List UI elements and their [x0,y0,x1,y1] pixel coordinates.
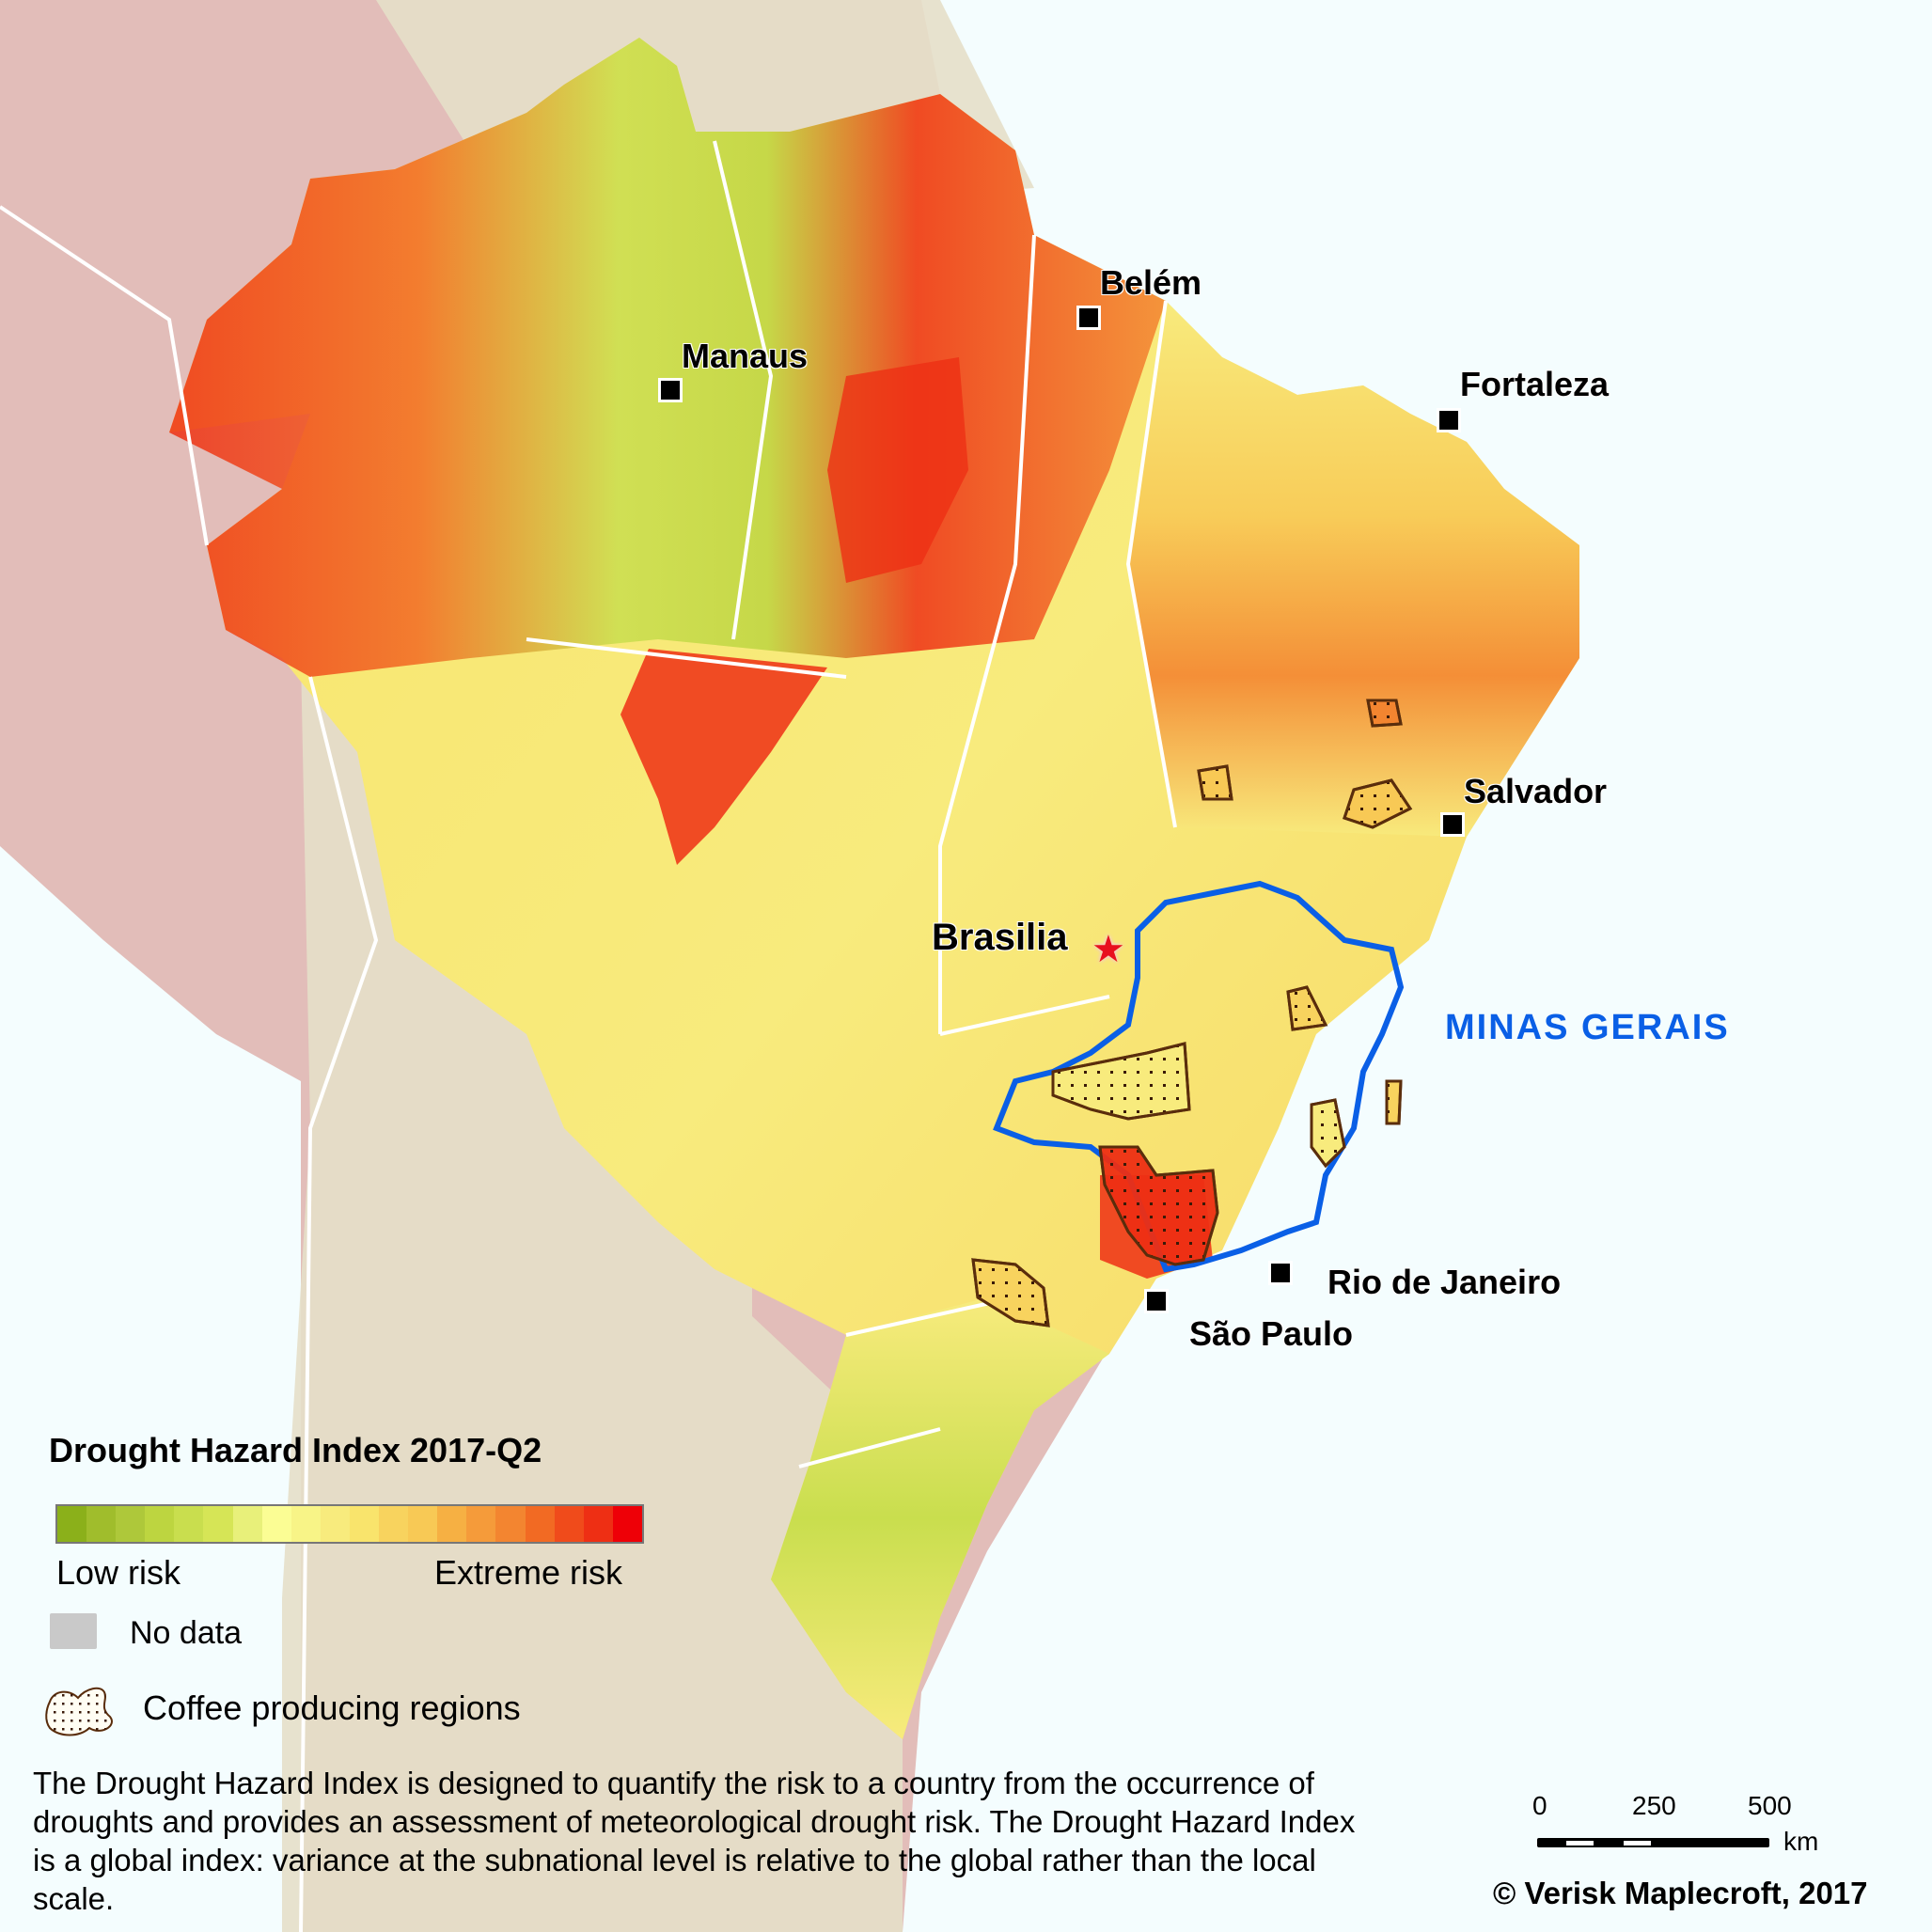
legend-swatch [437,1506,467,1542]
legend-swatch [232,1506,262,1542]
scale-tick-0: 0 [1532,1791,1547,1820]
minas-gerais-outline [993,880,1405,1273]
legend-swatch [379,1506,409,1542]
legend-no-data-label: No data [130,1615,243,1651]
legend-swatch [291,1506,321,1542]
legend-swatch [57,1506,87,1542]
hotspot-para [827,357,968,583]
coffee-region-icon [45,1687,113,1736]
city-label-fortaleza: Fortaleza [1460,365,1610,403]
city-label-salvador: Salvador [1464,772,1608,810]
city-marker-belem[interactable] [1076,306,1101,330]
legend-swatch [554,1506,584,1542]
city-label-rio-de-janeiro: Rio de Janeiro [1327,1263,1562,1301]
legend-swatch [174,1506,204,1542]
city-marker-fortaleza[interactable] [1437,408,1461,432]
capital-label-brasilia: Brasilia [932,917,1068,958]
scale-bar: 0 250 500 km [1532,1791,1843,1876]
copyright: © Verisk Maplecroft, 2017 [1493,1876,1868,1910]
brazil-northeast [1128,301,1579,837]
legend-swatch [408,1506,438,1542]
legend-swatch [116,1506,146,1542]
legend-swatch [583,1506,613,1542]
legend-swatch [86,1506,117,1542]
city-label-manaus: Manaus [682,337,809,375]
legend-swatch [466,1506,496,1542]
hotspot-mato-grosso [620,649,827,865]
scale-tick-500: 500 [1748,1791,1792,1820]
legend-swatch [145,1506,175,1542]
coffee-regions [971,699,1413,1327]
legend-swatch [349,1506,380,1542]
legend-color-scale [55,1504,644,1544]
legend-swatch [261,1506,291,1542]
capital-star-icon[interactable]: ★ [1092,929,1125,970]
city-label-sao-paulo: São Paulo [1189,1314,1354,1353]
city-marker-salvador[interactable] [1440,812,1465,837]
scale-bar-line [1537,1838,1769,1847]
legend-swatch [612,1506,642,1542]
legend-swatch [320,1506,350,1542]
legend-title: Drought Hazard Index 2017-Q2 [49,1431,542,1469]
brazil-south [771,1297,1109,1739]
city-marker-rio-de-janeiro[interactable] [1268,1261,1293,1285]
scale-unit: km [1783,1827,1819,1856]
legend-coffee-label: Coffee producing regions [143,1689,521,1727]
legend-swatch [203,1506,233,1542]
city-label-belem: Belém [1100,263,1202,302]
legend-swatch [495,1506,526,1542]
city-marker-manaus[interactable] [658,378,683,402]
scale-tick-250: 250 [1632,1791,1676,1820]
index-description: The Drought Hazard Index is designed to … [33,1766,1356,1916]
legend-no-data-swatch [50,1613,97,1649]
legend-extreme-risk-label: Extreme risk [434,1553,623,1592]
city-marker-sao-paulo[interactable] [1144,1289,1169,1313]
region-label-minas-gerais: MINAS GERAIS [1445,1008,1730,1047]
legend-low-risk-label: Low risk [56,1553,181,1592]
legend-swatch [525,1506,555,1542]
